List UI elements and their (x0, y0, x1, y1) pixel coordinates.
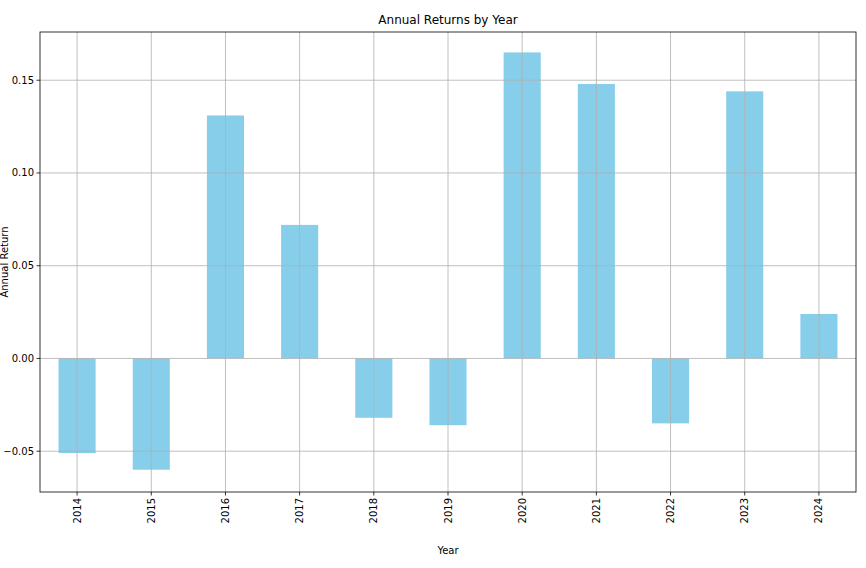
grid-line (448, 32, 449, 492)
tick-label: 0.15 (12, 75, 34, 86)
tick (299, 492, 300, 496)
tick-label: 2022 (665, 498, 676, 523)
tick (151, 492, 152, 496)
grid-line (744, 32, 745, 492)
grid-line (818, 32, 819, 492)
grid-line (77, 32, 78, 492)
tick (448, 492, 449, 496)
grid-line (670, 32, 671, 492)
tick (373, 492, 374, 496)
chart: −0.05 0.00 0.05 0.10 0.15 2014 2015 2016 2017 201… (0, 0, 866, 568)
tick-label: −0.05 (3, 446, 34, 457)
frame (40, 32, 856, 492)
tick-label: 2021 (591, 498, 602, 523)
tick-label: 2014 (72, 498, 83, 523)
x-label: Year (436, 545, 459, 556)
tick (522, 492, 523, 496)
tick (596, 492, 597, 496)
grid-line (596, 32, 597, 492)
tick-label: 2018 (368, 498, 379, 523)
tick (37, 172, 41, 173)
tick (77, 492, 78, 496)
tick (818, 492, 819, 496)
grid-line (225, 32, 226, 492)
y-label: Annual Return (0, 226, 10, 297)
tick-label: 2015 (146, 498, 157, 523)
grid-line (299, 32, 300, 492)
tick-label: 2017 (294, 498, 305, 523)
grid (40, 32, 856, 492)
grid-line (151, 32, 152, 492)
tick (37, 358, 41, 359)
tick (37, 451, 41, 452)
grid-line (522, 32, 523, 492)
tick (744, 492, 745, 496)
tick (37, 265, 41, 266)
tick-label: 0.00 (12, 353, 34, 364)
axes: −0.05 0.00 0.05 0.10 0.15 2014 2015 2016 2017 201… (3, 32, 856, 523)
tick-label: 2023 (739, 498, 750, 523)
tick (225, 492, 226, 496)
tick-label: 2019 (443, 498, 454, 523)
tick-label: 0.10 (12, 167, 34, 178)
tick (670, 492, 671, 496)
grid-line (373, 32, 374, 492)
tick-label: 2020 (517, 498, 528, 523)
title: Annual Returns by Year (378, 13, 517, 27)
tick-label: 0.05 (12, 260, 34, 271)
tick-label: 2024 (813, 498, 824, 523)
tick (37, 80, 41, 81)
tick-label: 2016 (220, 498, 231, 523)
